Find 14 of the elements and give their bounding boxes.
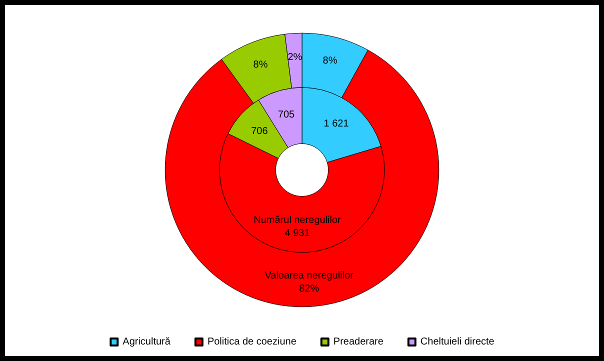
data-label: 1 621 bbox=[324, 118, 350, 130]
data-label: 705 bbox=[278, 109, 296, 120]
data-label: 8% bbox=[322, 55, 338, 66]
data-label: 4 931 bbox=[284, 228, 310, 240]
slice-label: Valoarea neregulilor bbox=[264, 270, 354, 282]
data-label: 82% bbox=[299, 283, 320, 294]
legend-label: Agricultură bbox=[122, 336, 171, 348]
legend-label: Cheltuieli directe bbox=[420, 336, 495, 348]
slice-label: Numărul neregulilor bbox=[254, 215, 342, 226]
data-label: 8% bbox=[253, 60, 268, 71]
data-label: 706 bbox=[251, 126, 268, 137]
data-label: 2% bbox=[288, 52, 302, 64]
legend-label: Politica de coeziune bbox=[207, 336, 297, 348]
legend-label: Preaderare bbox=[333, 336, 384, 348]
